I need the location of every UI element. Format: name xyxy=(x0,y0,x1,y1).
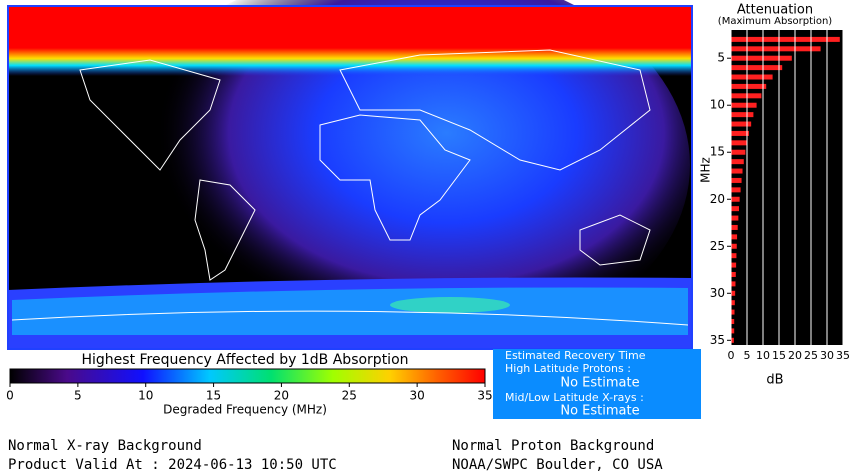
bar xyxy=(731,168,743,174)
footer-text: Normal Proton Background xyxy=(452,438,654,454)
footer-text: Product Valid At : 2024-06-13 10:50 UTC xyxy=(8,457,337,473)
x-axis-label: dB xyxy=(766,373,783,388)
bar xyxy=(731,83,767,89)
bar xyxy=(731,215,739,221)
recovery-box xyxy=(493,349,701,419)
bar xyxy=(731,281,736,287)
bar xyxy=(731,36,840,42)
bar xyxy=(731,102,757,108)
chart-subtitle: (Maximum Absorption) xyxy=(718,16,832,27)
bar xyxy=(731,309,735,315)
x-tick-label: 35 xyxy=(477,389,492,403)
x-tick-label: 20 xyxy=(274,389,289,403)
hlp-label: High Latitude Protons : xyxy=(505,362,631,375)
x-tick-label: 20 xyxy=(788,349,802,362)
x-tick-label: 10 xyxy=(756,349,770,362)
y-tick-label: 15 xyxy=(710,145,725,159)
x-tick-label: 25 xyxy=(804,349,818,362)
recovery-title: Estimated Recovery Time xyxy=(505,349,646,362)
x-tick-label: 5 xyxy=(74,389,82,403)
x-tick-label: 35 xyxy=(836,349,850,362)
footer-text: Normal X-ray Background xyxy=(8,438,202,454)
bar xyxy=(731,187,741,193)
footer-text: NOAA/SWPC Boulder, CO USA xyxy=(452,457,663,473)
bar xyxy=(731,271,736,277)
bar xyxy=(731,262,737,268)
bar xyxy=(731,74,773,80)
y-axis-label: MHz xyxy=(699,157,713,183)
colorbar-ticks: 0 5 10 15 20 25 30 35 xyxy=(6,383,493,403)
x-tick-label: 30 xyxy=(410,389,425,403)
bar xyxy=(731,243,737,249)
colorbar-label: Degraded Frequency (MHz) xyxy=(163,403,327,417)
x-tick-label: 10 xyxy=(138,389,153,403)
x-tick-label: 15 xyxy=(772,349,786,362)
x-tick-label: 0 xyxy=(728,349,735,362)
mll-value: No Estimate xyxy=(560,404,639,419)
y-tick-label: 10 xyxy=(710,98,725,112)
colorbar xyxy=(9,368,486,384)
y-tick-label: 20 xyxy=(710,192,725,206)
bar xyxy=(731,65,783,71)
bar xyxy=(731,224,738,230)
x-tick-label: 30 xyxy=(820,349,834,362)
hlp-value: No Estimate xyxy=(560,376,639,391)
y-tick-label: 35 xyxy=(710,333,725,347)
bar xyxy=(731,55,792,61)
y-tick-label: 30 xyxy=(710,286,725,300)
bar xyxy=(731,318,735,324)
bar xyxy=(731,206,739,212)
bar xyxy=(731,290,736,296)
chart-title: Attenuation xyxy=(737,3,813,18)
bar xyxy=(731,46,821,52)
bar xyxy=(731,112,754,118)
bar xyxy=(731,234,738,240)
bar xyxy=(731,253,737,259)
x-tick-label: 0 xyxy=(6,389,14,403)
bar xyxy=(731,337,734,343)
mll-label: Mid/Low Latitude X-rays : xyxy=(505,391,644,404)
bar xyxy=(731,177,742,183)
map xyxy=(7,0,693,365)
x-tick-label: 25 xyxy=(342,389,357,403)
bar xyxy=(731,159,744,165)
x-tick-label: 15 xyxy=(206,389,221,403)
bar xyxy=(731,300,735,306)
plot-area xyxy=(731,30,843,345)
y-tick-label: 25 xyxy=(710,239,725,253)
bar xyxy=(731,93,762,99)
colorbar-title: Highest Frequency Affected by 1dB Absorp… xyxy=(81,352,408,368)
footer: Normal X-ray Background Product Valid At… xyxy=(8,438,663,473)
recovery: Estimated Recovery Time High Latitude Pr… xyxy=(505,349,646,419)
bar xyxy=(731,130,749,136)
bar xyxy=(731,140,747,146)
bar xyxy=(731,328,735,334)
x-tick-label: 5 xyxy=(744,349,751,362)
y-tick-label: 5 xyxy=(717,51,725,65)
bar xyxy=(731,149,746,155)
bar xyxy=(731,121,752,127)
bar xyxy=(731,196,740,202)
